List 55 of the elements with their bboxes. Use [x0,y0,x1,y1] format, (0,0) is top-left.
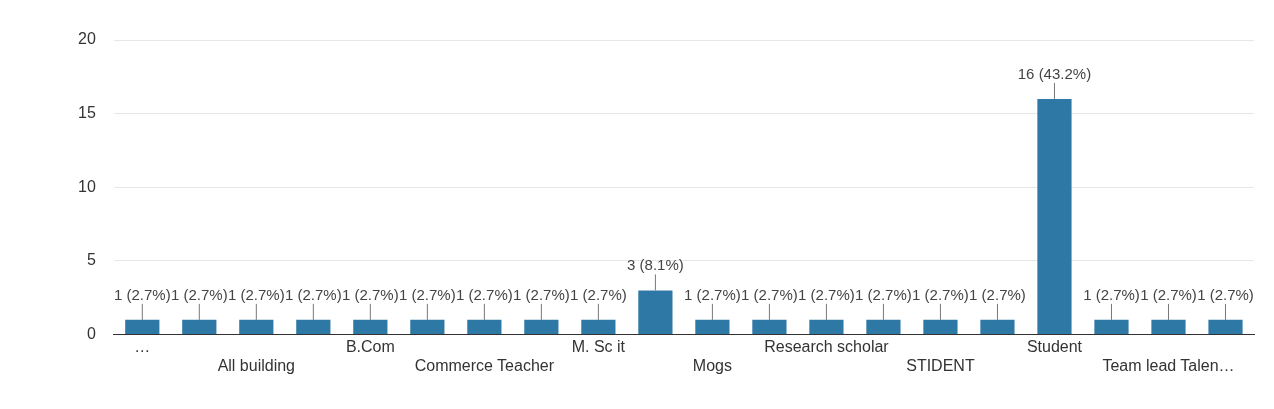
bar [410,319,445,335]
data-label: 1 (2.7%) [170,285,228,303]
bar [1037,98,1072,335]
data-label: 1 (2.7%) [741,285,798,303]
bar [182,319,217,335]
y-tick-label: 20 [78,30,96,48]
data-label: 1 (2.7%) [969,285,1026,303]
data-label: 16 (43.2%) [1017,64,1092,82]
bar [353,319,388,335]
x-tick-label: Mogs [692,356,732,374]
y-tick-label: 0 [86,325,96,343]
bar [581,319,616,335]
data-label: 1 (2.7%) [341,285,399,303]
x-tick-label: Team lead Talen… [1102,356,1235,374]
bar [752,319,787,335]
x-tick-label: Student [1026,337,1083,355]
x-tick-label: … [134,337,151,355]
y-tick-label: 10 [78,177,96,195]
data-label: 1 (2.7%) [284,285,342,303]
bar [980,319,1015,335]
bar [866,319,901,335]
x-tick-label: All building [217,356,296,374]
data-label: 1 (2.7%) [912,285,969,303]
data-label: 3 (8.1%) [627,256,684,274]
bar [1094,319,1129,335]
bar [239,319,274,335]
data-label: 1 (2.7%) [1197,285,1254,303]
bar [695,319,730,335]
x-tick-label: B.Com [345,337,395,355]
bar [296,319,331,335]
data-label: 1 (2.7%) [855,285,912,303]
bar [1208,319,1243,335]
y-tick-label: 15 [78,104,96,122]
bar [638,290,673,335]
data-label: 1 (2.7%) [798,285,855,303]
x-tick-label: Research scholar [764,337,890,355]
x-tick-label: STIDENT [906,356,975,374]
bar [1151,319,1186,335]
data-label: 1 (2.7%) [227,285,285,303]
y-tick-label: 5 [86,251,96,269]
bar [467,319,502,335]
data-label: 1 (2.7%) [1140,285,1197,303]
data-label: 1 (2.7%) [513,285,570,303]
data-label: 1 (2.7%) [684,285,741,303]
bar [524,319,559,335]
bar [809,319,844,335]
data-label: 1 (2.7%) [113,285,171,303]
data-label: 1 (2.7%) [1083,285,1140,303]
data-label: 1 (2.7%) [456,285,513,303]
data-label: 1 (2.7%) [570,285,627,303]
data-label: 1 (2.7%) [399,285,456,303]
bar [923,319,958,335]
x-tick-label: Commerce Teacher [414,356,555,374]
x-tick-label: M. Sc it [571,337,626,355]
bar [125,319,160,335]
